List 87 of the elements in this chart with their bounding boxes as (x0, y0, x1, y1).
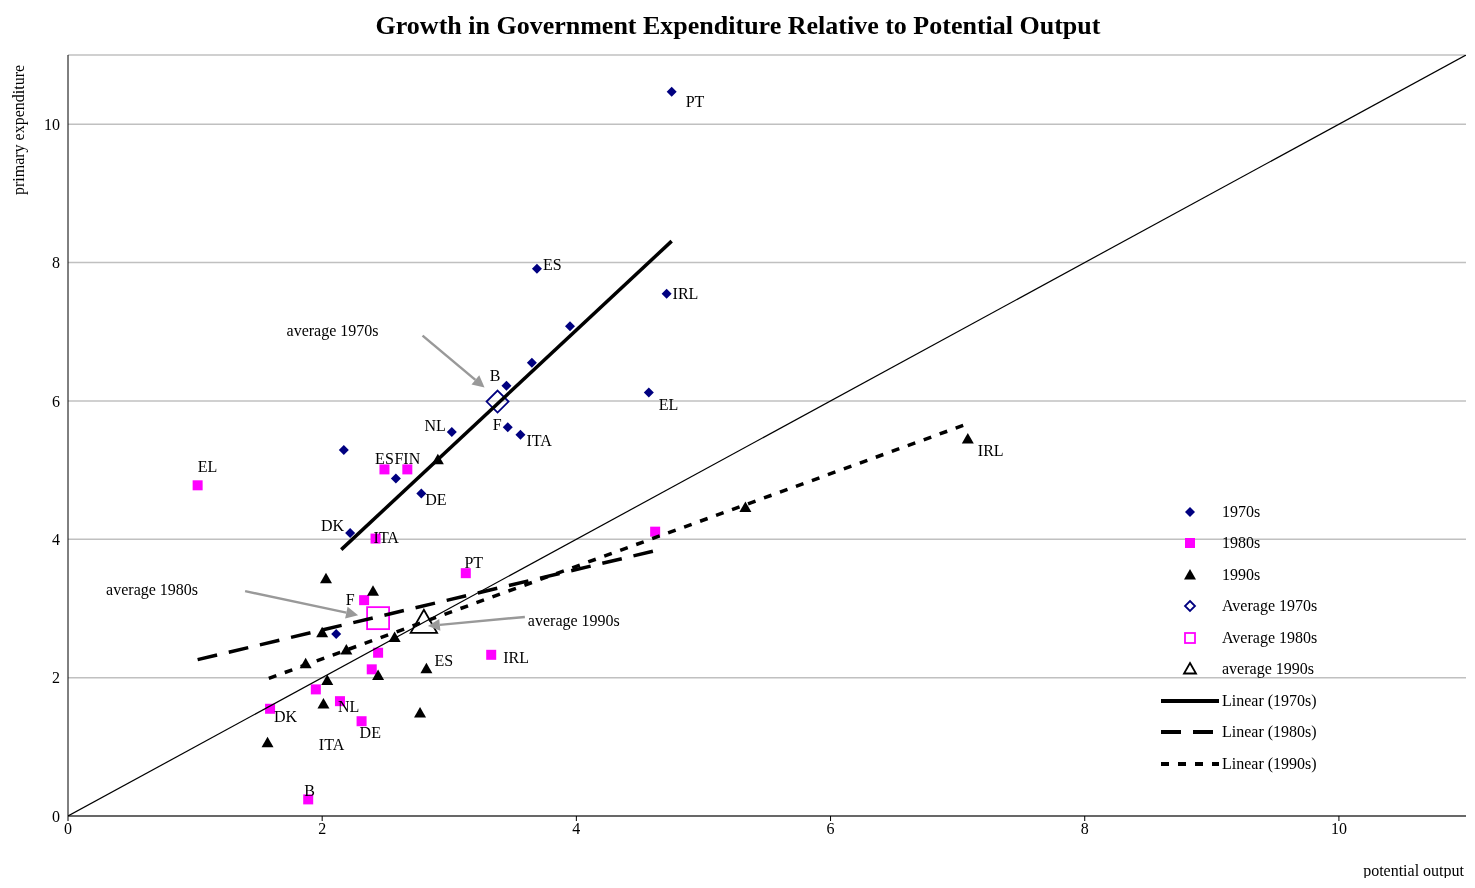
point (192, 480, 203, 491)
annotation: ITA (526, 431, 553, 449)
annotation: ES (542, 255, 562, 273)
annotation: PT (464, 554, 484, 572)
legend-label: Average 1980s (1222, 628, 1318, 647)
legend-label: Linear (1980s) (1222, 723, 1317, 742)
point (961, 432, 974, 444)
point (310, 684, 321, 695)
point (661, 288, 672, 299)
annotation: PT (685, 92, 705, 110)
point (317, 697, 330, 709)
y-tick-label: 2 (52, 669, 60, 687)
point (366, 606, 390, 631)
point (390, 473, 401, 484)
point (359, 595, 370, 606)
annotation: DE (359, 724, 381, 742)
point (409, 608, 438, 634)
legend-label: 1980s (1222, 534, 1261, 553)
point (319, 572, 332, 584)
legend-label: Average 1970s (1222, 597, 1318, 616)
annotation: average 1980s (106, 581, 199, 600)
point (460, 568, 471, 579)
chart-title: Growth in Government Expenditure Relative to Potential Output (374, 10, 1102, 42)
annotation: NL (337, 698, 360, 716)
annotation: average 1990s (527, 611, 620, 630)
point (367, 585, 380, 596)
point (565, 321, 576, 332)
annotation: F (345, 591, 355, 609)
legend-label: Linear (1970s) (1222, 691, 1317, 710)
annotation: ES (434, 651, 454, 669)
point (356, 716, 367, 727)
y-tick-label: 6 (52, 392, 60, 410)
annotation: DE (425, 490, 447, 508)
annotation: DK (321, 517, 345, 535)
annotation: ITA (373, 528, 400, 546)
point (446, 427, 457, 438)
annotation: ITA (318, 735, 345, 753)
annotation: ES (375, 450, 394, 468)
point (666, 86, 677, 97)
annotation: FIN (394, 450, 421, 468)
x-tick-label: 6 (826, 820, 835, 838)
annotation: F (492, 416, 502, 434)
y-tick-label: 10 (44, 115, 60, 133)
point (261, 736, 274, 748)
point (416, 488, 427, 499)
point (486, 649, 497, 660)
annotation: IRL (672, 284, 699, 302)
annotation: B (489, 366, 501, 384)
point (366, 664, 377, 675)
point (372, 669, 385, 681)
point (531, 263, 542, 274)
y-tick-label: 8 (52, 254, 60, 272)
point (373, 647, 384, 658)
point (643, 387, 654, 398)
point (420, 662, 433, 674)
y-tick-label: 4 (52, 530, 60, 548)
annotation: EL (197, 458, 218, 476)
y-tick-label: 0 (52, 807, 60, 825)
point (331, 629, 342, 640)
point (338, 445, 349, 456)
legend-label: 1970s (1222, 502, 1261, 521)
point (515, 429, 526, 440)
y-axis-title: primary expenditure (10, 64, 28, 196)
annotation: NL (424, 417, 446, 435)
x-tick-label: 0 (64, 820, 72, 838)
legend-label: Linear (1990s) (1222, 754, 1317, 773)
point (526, 357, 537, 368)
point (739, 501, 752, 512)
x-tick-label: 8 (1080, 820, 1089, 838)
annotation: IRL (503, 648, 529, 666)
x-tick-label: 10 (1330, 820, 1347, 838)
point (345, 528, 356, 539)
point (485, 389, 510, 414)
point (402, 464, 413, 475)
point (321, 674, 334, 685)
point (379, 464, 390, 475)
point (414, 706, 427, 718)
point (502, 422, 513, 433)
annotation: EL (658, 395, 679, 413)
annotation: IRL (977, 441, 1004, 459)
legend-label: 1990s (1222, 565, 1261, 584)
legend-label: average 1990s (1222, 660, 1314, 679)
x-tick-label: 4 (572, 820, 581, 838)
annotation: average 1970s (286, 321, 379, 340)
annotation: DK (274, 707, 298, 725)
point (501, 380, 512, 391)
x-tick-label: 2 (318, 820, 327, 838)
